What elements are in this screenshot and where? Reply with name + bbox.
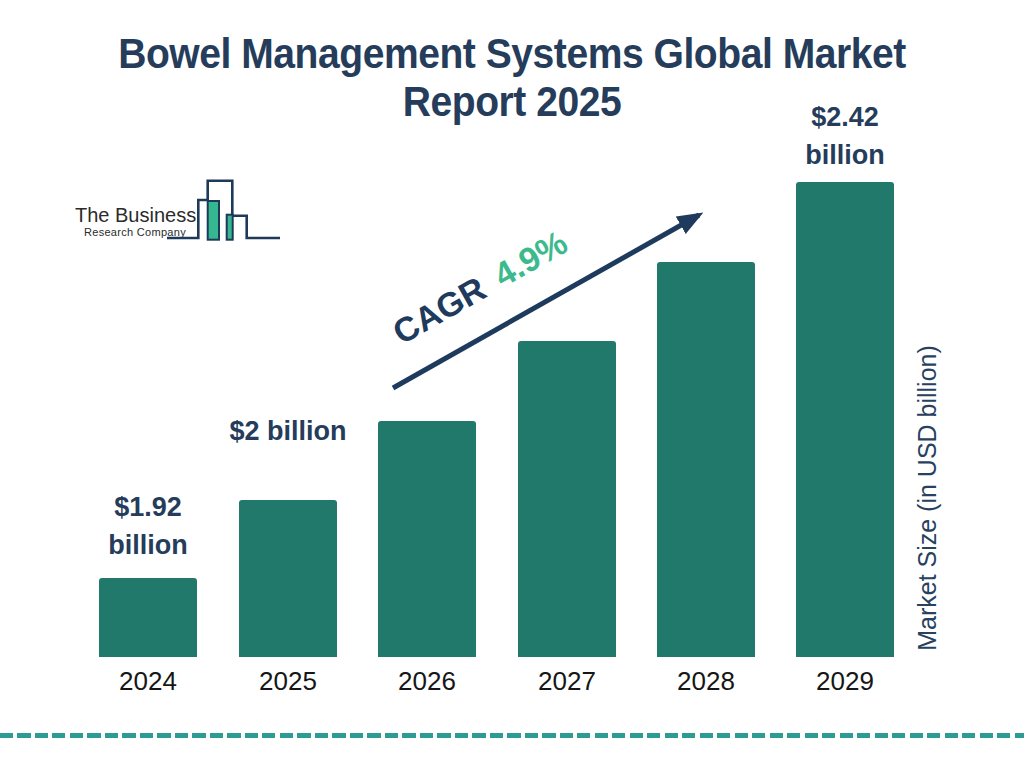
- x-axis-label-2028: 2028: [657, 666, 755, 697]
- bar-column-2028: 2028: [657, 262, 755, 657]
- bar-2026: [378, 421, 476, 657]
- bar-column-2027: 2027: [518, 341, 616, 657]
- report-page: Bowel Management Systems Global Market R…: [0, 0, 1024, 768]
- bar-value-label-2024: $1.92billion: [70, 488, 227, 564]
- y-axis-label: Market Size (in USD billion): [913, 338, 943, 658]
- bar-column-2026: 2026: [378, 421, 476, 657]
- x-axis-label-2029: 2029: [796, 666, 894, 697]
- bar-value-label-2029: $2.42billion: [767, 98, 924, 174]
- bar-2025: [239, 500, 337, 657]
- bar-column-2025: $2 billion2025: [239, 500, 337, 657]
- bar-column-2029: $2.42billion2029: [796, 182, 894, 657]
- bar-2028: [657, 262, 755, 657]
- bar-2027: [518, 341, 616, 657]
- bar-column-2024: $1.92billion2024: [99, 578, 197, 657]
- bar-2024: [99, 578, 197, 657]
- x-axis-label-2024: 2024: [99, 666, 197, 697]
- x-axis-label-2027: 2027: [518, 666, 616, 697]
- x-axis-label-2026: 2026: [378, 666, 476, 697]
- x-axis-label-2025: 2025: [239, 666, 337, 697]
- footer-dashed-line: [0, 733, 1024, 738]
- bar-2029: [796, 182, 894, 657]
- bar-value-label-2025: $2 billion: [210, 412, 367, 450]
